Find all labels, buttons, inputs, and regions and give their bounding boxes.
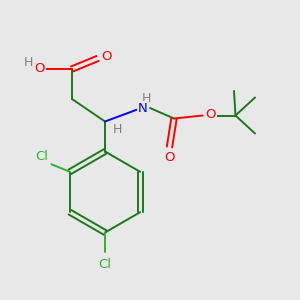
Text: H: H: [24, 56, 33, 69]
Text: O: O: [35, 62, 45, 76]
Text: O: O: [206, 107, 216, 121]
Text: Cl: Cl: [98, 257, 112, 271]
Text: O: O: [101, 50, 112, 64]
Text: H: H: [113, 123, 122, 136]
Text: Cl: Cl: [35, 150, 48, 163]
Text: H: H: [142, 92, 151, 105]
Text: O: O: [164, 151, 175, 164]
Text: N: N: [138, 101, 147, 115]
